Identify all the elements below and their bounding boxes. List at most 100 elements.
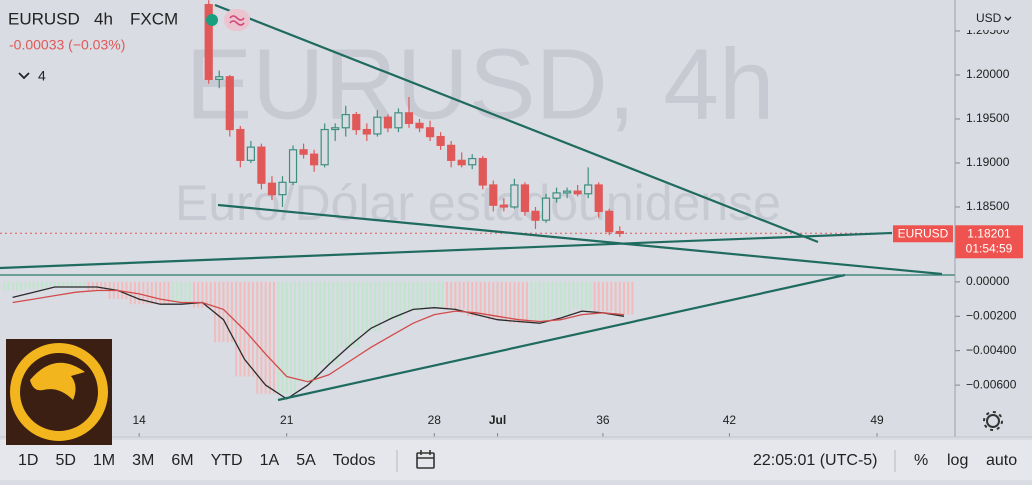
- histogram-bar: [218, 281, 221, 343]
- symbol-tag: EURUSD: [898, 226, 949, 240]
- auto-toggle[interactable]: auto: [986, 452, 1017, 469]
- calendar-icon[interactable]: [416, 450, 435, 469]
- symbol[interactable]: EURUSD: [8, 9, 80, 28]
- histogram-bar: [226, 281, 229, 343]
- candle-body: [584, 184, 593, 195]
- histogram-bar: [420, 281, 423, 312]
- histogram-bar: [433, 281, 436, 308]
- histogram-bar: [205, 281, 208, 308]
- histogram-bar: [530, 281, 533, 322]
- histogram-bar: [74, 281, 77, 288]
- histogram-bar: [614, 281, 617, 315]
- histogram-bar: [483, 281, 486, 317]
- histogram-bar: [277, 281, 280, 394]
- source: FXCM: [130, 9, 178, 28]
- histogram-bar: [20, 281, 23, 291]
- candle-body: [394, 112, 403, 129]
- candle-body: [215, 76, 224, 80]
- candle-body: [594, 184, 603, 212]
- indicator-count[interactable]: 4: [38, 68, 46, 84]
- histogram-bar: [374, 281, 377, 332]
- histogram-bar: [273, 281, 276, 394]
- histogram-bar: [83, 281, 86, 288]
- histogram-bar: [572, 281, 575, 310]
- candle-body: [404, 112, 414, 124]
- range-button[interactable]: 1D: [18, 452, 38, 469]
- histogram-bar: [264, 281, 267, 394]
- histogram-bar: [555, 281, 558, 317]
- currency-box[interactable]: [964, 6, 1024, 30]
- histogram-bar: [437, 281, 440, 308]
- trend-line: [0, 231, 893, 270]
- trend-lines: [0, 3, 943, 402]
- histogram-bar: [332, 281, 335, 365]
- settings-icon[interactable]: [986, 414, 1000, 428]
- countdown: 01:54:59: [966, 241, 1013, 255]
- y-tick-label: 0.00000: [966, 274, 1010, 288]
- candle-body: [489, 184, 498, 206]
- candle-body: [204, 3, 213, 80]
- currency[interactable]: USD: [976, 11, 1002, 25]
- histogram-bar: [576, 281, 579, 310]
- histogram-bar: [344, 281, 347, 348]
- candle-body: [383, 116, 393, 129]
- histogram-bar: [517, 281, 520, 324]
- histogram-bar: [243, 281, 246, 377]
- range-button[interactable]: 5D: [55, 452, 75, 469]
- range-button[interactable]: Todos: [333, 452, 376, 469]
- trend-line: [217, 203, 943, 276]
- range-button[interactable]: YTD: [211, 452, 243, 469]
- histogram-bar: [36, 281, 39, 289]
- logo: [6, 339, 112, 445]
- log-toggle[interactable]: log: [947, 452, 968, 469]
- histogram-bar: [32, 281, 35, 289]
- histogram-bar: [450, 281, 453, 310]
- candle-body: [457, 159, 466, 166]
- histogram-bar: [104, 281, 107, 291]
- histogram-bar: [408, 281, 411, 312]
- histogram-bar: [568, 281, 571, 317]
- range-button[interactable]: 5A: [296, 452, 316, 469]
- histogram-bar: [230, 281, 233, 343]
- histogram-bar: [138, 281, 141, 305]
- x-tick-label: Jul: [489, 413, 506, 427]
- histogram-bar: [542, 281, 545, 322]
- candle-body: [447, 144, 456, 161]
- histogram-bar: [429, 281, 432, 308]
- histogram-bar: [167, 281, 170, 305]
- histogram-bar: [336, 281, 339, 365]
- range-button[interactable]: 6M: [171, 452, 193, 469]
- candle-body: [257, 146, 266, 184]
- interval[interactable]: 4h: [94, 9, 113, 28]
- histogram-bar: [631, 281, 634, 315]
- histogram-bar: [62, 281, 65, 288]
- histogram-bar: [121, 281, 124, 300]
- histogram-bar: [201, 281, 204, 308]
- histogram-bar: [340, 281, 343, 348]
- histogram-bar: [49, 281, 52, 288]
- histogram-bar: [28, 281, 31, 289]
- histogram-bar: [15, 281, 18, 291]
- histogram-bar: [361, 281, 364, 332]
- histogram-bar: [302, 281, 305, 382]
- histogram-bar: [184, 281, 187, 303]
- percent-toggle[interactable]: %: [914, 452, 928, 469]
- candle-body: [225, 76, 234, 131]
- histogram-bar: [155, 281, 158, 305]
- histogram-bar: [441, 281, 444, 308]
- range-button[interactable]: 3M: [132, 452, 154, 469]
- candle-body: [331, 127, 340, 131]
- change: -0.00033 (−0.03%): [9, 37, 125, 53]
- range-button[interactable]: 1M: [93, 452, 115, 469]
- y-tick-label: 1.19000: [966, 155, 1010, 169]
- histogram-bar: [70, 281, 73, 288]
- candle-body: [436, 135, 445, 146]
- range-button[interactable]: 1A: [260, 452, 280, 469]
- candle-body: [352, 113, 361, 131]
- candle-body: [520, 184, 530, 212]
- histogram-bar: [458, 281, 461, 310]
- histogram-bar: [58, 281, 61, 288]
- histogram-bar: [45, 281, 48, 288]
- collapse-icon[interactable]: [18, 72, 30, 80]
- histogram-bar: [585, 281, 588, 310]
